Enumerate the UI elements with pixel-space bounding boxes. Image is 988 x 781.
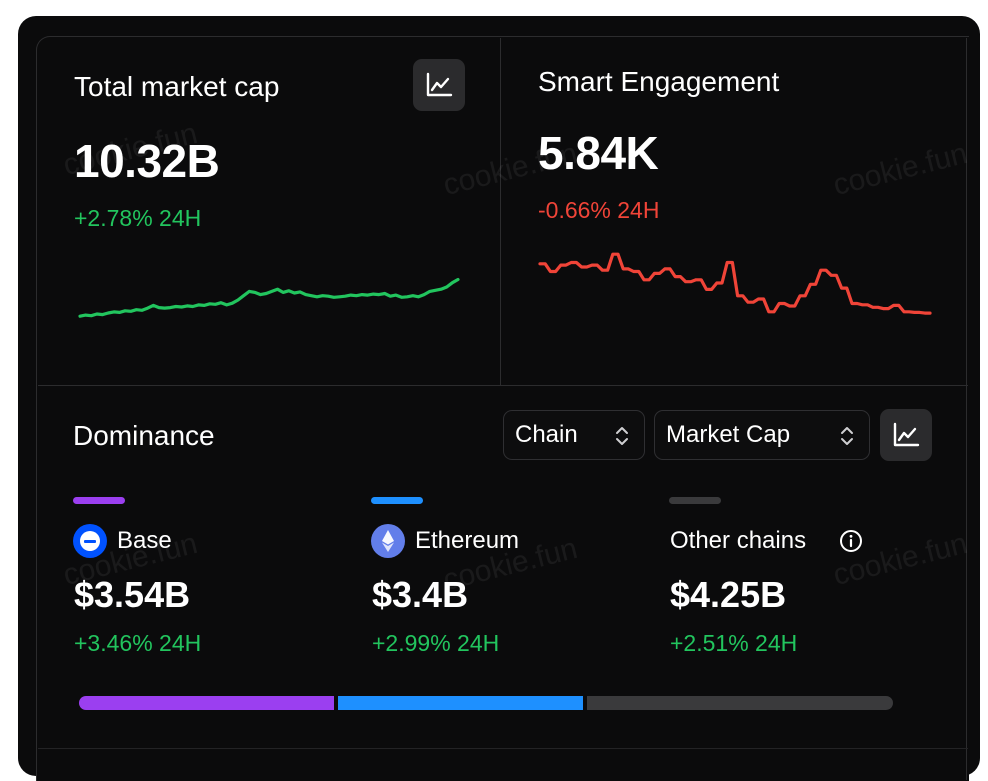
- card-divider-horizontal: [38, 385, 968, 386]
- engagement-sparkline-line: [538, 252, 932, 315]
- market-cap-sparkline: [78, 277, 460, 318]
- chevron-up-down-icon: [841, 427, 853, 445]
- dominance-segment-ethereum: [337, 696, 583, 710]
- base-logo-icon: [73, 524, 107, 558]
- metric-select-value: Market Cap: [666, 421, 791, 448]
- engagement-title: Smart Engagement: [538, 66, 780, 97]
- market-cap-change: +2.78% 24H: [74, 205, 202, 231]
- ethereum-change: +2.99% 24H: [372, 630, 500, 656]
- panel-divider-bottom: [38, 748, 968, 749]
- dominance-segment-other-chains: [586, 696, 893, 710]
- other-chains-color-indicator: [669, 497, 721, 504]
- base-color-indicator: [73, 497, 125, 504]
- chevron-up-down-icon: [616, 427, 628, 445]
- metric-select[interactable]: Market Cap: [654, 410, 870, 460]
- engagement-value: 5.84K: [538, 127, 659, 179]
- engagement-sparkline: [538, 252, 932, 315]
- other-chains-label: Other chains: [670, 527, 807, 554]
- dashboard-panel: [36, 36, 969, 781]
- group-by-select[interactable]: Chain: [503, 410, 645, 460]
- dominance-chart-button[interactable]: [880, 409, 932, 461]
- dominance-segment-base: [79, 696, 334, 710]
- market-cap-value: 10.32B: [74, 135, 220, 187]
- other-chains-value: $4.25B: [670, 574, 787, 615]
- base-value: $3.54B: [74, 574, 191, 615]
- card-divider-vertical: [500, 38, 501, 386]
- market-cap-sparkline-line: [78, 277, 460, 318]
- group-by-select-value: Chain: [515, 421, 578, 448]
- info-icon[interactable]: [839, 529, 863, 553]
- ethereum-logo-icon: [371, 524, 405, 558]
- other-chains-change: +2.51% 24H: [670, 630, 798, 656]
- dominance-title: Dominance: [73, 420, 215, 451]
- engagement-change: -0.66% 24H: [538, 197, 660, 223]
- market-cap-title: Total market cap: [74, 71, 280, 102]
- line-chart-icon: [426, 72, 453, 97]
- base-change: +3.46% 24H: [74, 630, 202, 656]
- ethereum-value: $3.4B: [372, 574, 469, 615]
- panel-edge-right: [966, 38, 967, 780]
- base-label: Base: [117, 527, 172, 554]
- ethereum-label: Ethereum: [415, 527, 520, 554]
- ethereum-color-indicator: [371, 497, 423, 504]
- market-cap-chart-button[interactable]: [413, 59, 465, 111]
- line-chart-icon: [893, 422, 920, 447]
